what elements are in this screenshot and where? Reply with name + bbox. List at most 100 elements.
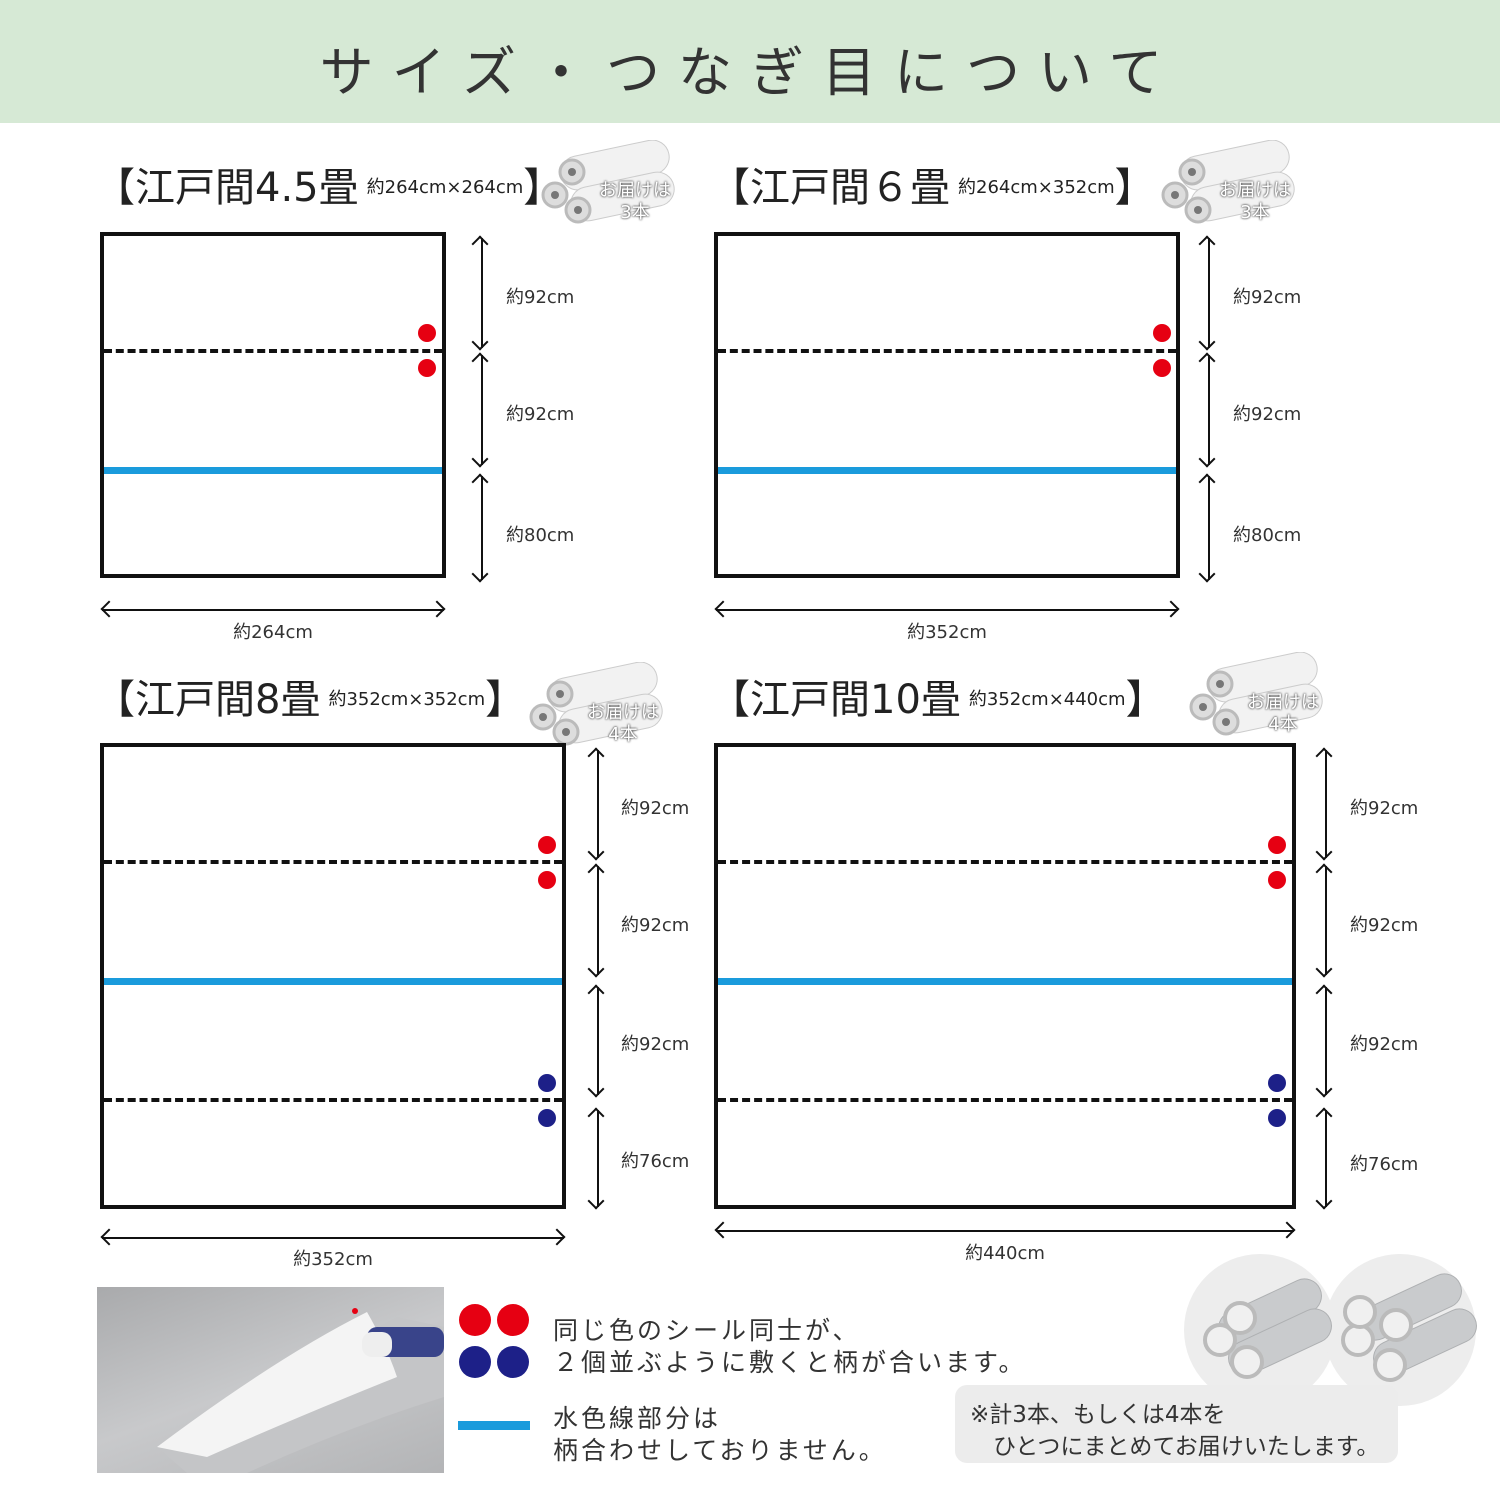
width-arrow xyxy=(102,1237,564,1239)
red-seal-dot xyxy=(418,359,436,377)
delivery-label: お届けは 4本 xyxy=(1233,692,1333,736)
legend-red-dot xyxy=(497,1304,529,1336)
arrow-head-left xyxy=(100,1228,118,1246)
row-height-label: 約80cm xyxy=(506,525,575,546)
red-seal-dot xyxy=(1268,871,1286,889)
arrow-head-right xyxy=(548,1228,566,1246)
row-height-label: 約92cm xyxy=(1233,404,1302,425)
row-height-label: 約92cm xyxy=(506,404,575,425)
row-height-label: 約92cm xyxy=(1350,915,1419,936)
arrow-head-down xyxy=(1315,1080,1333,1098)
arrow-head-down xyxy=(1315,1192,1333,1210)
row-height-label: 約92cm xyxy=(621,798,690,819)
bracket: 】 xyxy=(1125,677,1166,723)
panel-name: 【江戸間６畳 xyxy=(710,165,950,211)
height-arrow xyxy=(481,238,483,348)
unmatched-seam xyxy=(718,467,1176,474)
row-height-label: 約92cm xyxy=(506,287,575,308)
pattern-matched-seam xyxy=(718,349,1176,353)
height-arrow xyxy=(597,987,599,1095)
red-seal-dot xyxy=(418,324,436,342)
arrow-head-down xyxy=(1198,565,1216,583)
arrow-head-down xyxy=(587,1080,605,1098)
roll-icon xyxy=(1160,139,1295,230)
panel-title: 【江戸間8畳 約352cm×352cm】 xyxy=(95,680,525,720)
height-arrow xyxy=(1325,987,1327,1095)
arrow-head-down xyxy=(1315,843,1333,861)
width-arrow xyxy=(102,609,444,611)
legend-blue-line xyxy=(458,1421,530,1430)
row-height-label: 約92cm xyxy=(1233,287,1302,308)
arrow-head-right xyxy=(1278,1221,1296,1239)
panel-title: 【江戸間4.5畳 約264cm×264cm】 xyxy=(95,168,563,208)
arrow-head-up xyxy=(1198,352,1216,370)
row-height-label: 約92cm xyxy=(1350,1034,1419,1055)
legend-red-dot xyxy=(459,1304,491,1336)
legend-navy-dot xyxy=(459,1346,491,1378)
legend-blue-text: 柄合わせしておりません。 xyxy=(553,1436,887,1465)
width-arrow xyxy=(716,1230,1294,1232)
note-line: ※計3本、もしくは4本を xyxy=(970,1402,1226,1428)
arrow-head-right xyxy=(1162,600,1180,618)
unmatched-seam xyxy=(718,978,1292,985)
arrow-head-left xyxy=(714,600,732,618)
arrow-head-down xyxy=(1198,333,1216,351)
arrow-head-down xyxy=(471,450,489,468)
flooring-photo xyxy=(97,1287,444,1473)
arrow-head-up xyxy=(1315,1107,1333,1125)
height-arrow xyxy=(481,476,483,580)
arrow-head-up xyxy=(587,984,605,1002)
delivery-text: お届けは xyxy=(1247,692,1319,713)
unmatched-seam xyxy=(104,978,562,985)
arrow-head-down xyxy=(587,1192,605,1210)
arrow-head-up xyxy=(1315,984,1333,1002)
room-layout xyxy=(714,743,1296,1209)
row-height-label: 約80cm xyxy=(1233,525,1302,546)
width-arrow xyxy=(716,609,1178,611)
arrow-head-up xyxy=(471,352,489,370)
row-height-label: 約76cm xyxy=(1350,1154,1419,1175)
height-arrow xyxy=(1208,355,1210,465)
arrow-head-left xyxy=(714,1221,732,1239)
arrow-head-up xyxy=(1315,863,1333,881)
pattern-matched-seam xyxy=(104,860,562,864)
roll-count: 4本 xyxy=(1268,714,1298,735)
red-seal-dot xyxy=(1153,359,1171,377)
roll-count: 3本 xyxy=(620,202,650,223)
height-arrow xyxy=(1208,476,1210,580)
delivery-label: お届けは 3本 xyxy=(1205,180,1305,224)
roll-count: 3本 xyxy=(1240,202,1270,223)
room-layout xyxy=(100,232,446,578)
arrow-head-right xyxy=(428,600,446,618)
page-title: サイズ・つなぎ目について xyxy=(319,41,1181,104)
delivery-note xyxy=(955,1385,1398,1463)
roll-count: 4本 xyxy=(608,724,638,745)
navy-seal-dot xyxy=(538,1074,556,1092)
height-arrow xyxy=(597,750,599,858)
panel-name: 【江戸間8畳 xyxy=(95,677,321,723)
legend-dots-text: 同じ色のシール同士が、 xyxy=(553,1316,861,1345)
width-label: 約264cm xyxy=(233,622,313,643)
height-arrow xyxy=(597,1110,599,1207)
delivery-label: お届けは 3本 xyxy=(585,180,685,224)
panel-title: 【江戸間10畳 約352cm×440cm】 xyxy=(710,680,1166,720)
navy-seal-dot xyxy=(1268,1074,1286,1092)
delivery-text: お届けは xyxy=(587,702,659,723)
width-label: 約352cm xyxy=(907,622,987,643)
navy-seal-dot xyxy=(538,1109,556,1127)
panel-size: 約352cm×440cm xyxy=(968,689,1126,710)
panel-name: 【江戸間10畳 xyxy=(710,677,961,723)
height-arrow xyxy=(597,866,599,975)
arrow-head-down xyxy=(1198,450,1216,468)
pattern-matched-seam xyxy=(718,860,1292,864)
height-arrow xyxy=(1208,238,1210,348)
legend-navy-dot xyxy=(497,1346,529,1378)
panel-size: 約352cm×352cm xyxy=(328,689,486,710)
roll-icon xyxy=(540,139,675,230)
height-arrow xyxy=(1325,1110,1327,1207)
sheet-illustration xyxy=(157,1308,444,1473)
arrow-head-left xyxy=(100,600,118,618)
height-arrow xyxy=(1325,750,1327,858)
roll-bundles-image xyxy=(1184,1254,1477,1406)
row-height-label: 約76cm xyxy=(621,1151,690,1172)
